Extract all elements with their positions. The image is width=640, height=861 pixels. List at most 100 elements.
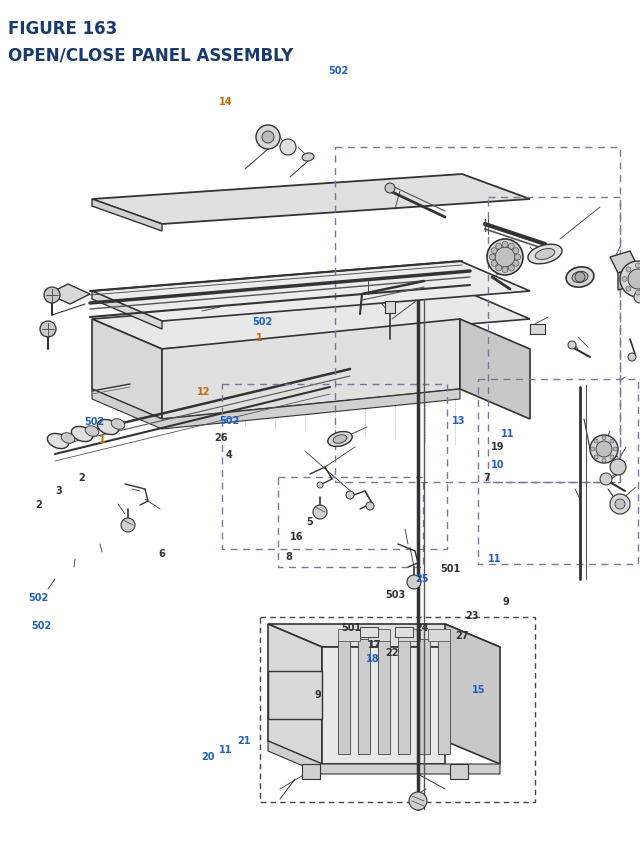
- Circle shape: [491, 261, 497, 267]
- Polygon shape: [445, 624, 500, 764]
- Text: 501: 501: [341, 622, 362, 632]
- Bar: [385, 301, 395, 313]
- Bar: [398, 629, 420, 641]
- Circle shape: [280, 139, 296, 156]
- Text: 3: 3: [56, 486, 62, 496]
- Polygon shape: [460, 319, 530, 419]
- Circle shape: [502, 267, 508, 273]
- Ellipse shape: [566, 268, 594, 288]
- Circle shape: [591, 448, 595, 451]
- Circle shape: [515, 255, 520, 261]
- Ellipse shape: [97, 420, 118, 435]
- Text: 23: 23: [465, 610, 479, 621]
- Polygon shape: [92, 292, 162, 330]
- Circle shape: [513, 261, 519, 267]
- Text: 22: 22: [385, 647, 399, 657]
- Circle shape: [610, 455, 614, 460]
- Circle shape: [487, 239, 523, 276]
- Circle shape: [634, 292, 640, 304]
- Circle shape: [622, 277, 627, 282]
- Bar: [378, 639, 390, 754]
- Text: 502: 502: [328, 65, 348, 76]
- Polygon shape: [618, 268, 638, 291]
- Circle shape: [508, 244, 515, 250]
- Bar: [530, 325, 545, 335]
- Circle shape: [600, 474, 612, 486]
- Circle shape: [491, 249, 497, 254]
- Circle shape: [40, 322, 56, 338]
- Circle shape: [496, 244, 502, 250]
- Circle shape: [262, 132, 274, 144]
- Ellipse shape: [47, 434, 68, 449]
- Ellipse shape: [302, 154, 314, 162]
- Text: FIGURE 163: FIGURE 163: [8, 20, 117, 38]
- Bar: [302, 764, 320, 779]
- Ellipse shape: [85, 426, 99, 437]
- Circle shape: [496, 265, 502, 271]
- Text: 502: 502: [28, 592, 49, 603]
- Circle shape: [594, 455, 598, 460]
- Circle shape: [610, 494, 630, 514]
- Bar: [428, 629, 450, 641]
- Text: 502: 502: [219, 415, 239, 425]
- Text: 501: 501: [440, 563, 460, 573]
- Circle shape: [626, 268, 631, 273]
- Text: 13: 13: [451, 415, 465, 425]
- Text: 24: 24: [415, 622, 429, 632]
- Polygon shape: [48, 285, 90, 305]
- Text: 8: 8: [286, 551, 292, 561]
- Bar: [438, 639, 450, 754]
- Circle shape: [346, 492, 354, 499]
- Bar: [450, 764, 468, 779]
- Polygon shape: [92, 389, 460, 430]
- Circle shape: [490, 255, 495, 261]
- Polygon shape: [268, 624, 500, 647]
- Circle shape: [575, 273, 585, 282]
- Text: 502: 502: [252, 317, 273, 327]
- Bar: [398, 639, 410, 754]
- Text: 10: 10: [491, 460, 505, 470]
- Text: 15: 15: [472, 684, 486, 694]
- Bar: [338, 629, 360, 641]
- Polygon shape: [92, 289, 530, 350]
- Text: 12: 12: [196, 387, 211, 397]
- Circle shape: [590, 436, 618, 463]
- Text: 502: 502: [31, 620, 52, 630]
- Circle shape: [121, 518, 135, 532]
- Text: 16: 16: [289, 531, 303, 542]
- Circle shape: [495, 248, 515, 268]
- Circle shape: [610, 460, 626, 475]
- Text: 11: 11: [218, 744, 232, 754]
- Ellipse shape: [528, 245, 562, 264]
- Text: 14: 14: [218, 96, 232, 107]
- Polygon shape: [268, 741, 500, 774]
- Polygon shape: [322, 647, 445, 764]
- Circle shape: [385, 183, 395, 194]
- Circle shape: [256, 126, 280, 150]
- Text: 11: 11: [500, 428, 515, 438]
- Polygon shape: [610, 251, 638, 274]
- Text: 21: 21: [237, 735, 252, 746]
- Ellipse shape: [111, 419, 125, 430]
- Circle shape: [596, 442, 612, 457]
- Text: 5: 5: [307, 517, 313, 527]
- Text: 502: 502: [84, 417, 105, 427]
- Circle shape: [636, 291, 640, 295]
- Text: 27: 27: [455, 630, 469, 641]
- Circle shape: [366, 503, 374, 511]
- Circle shape: [628, 354, 636, 362]
- Text: 2: 2: [35, 499, 42, 510]
- Ellipse shape: [535, 249, 555, 260]
- Text: 17: 17: [367, 639, 381, 649]
- Polygon shape: [162, 319, 460, 419]
- Text: 25: 25: [415, 573, 429, 584]
- Text: 1: 1: [256, 332, 262, 343]
- Text: 1: 1: [99, 434, 106, 444]
- Text: 26: 26: [214, 432, 228, 443]
- Circle shape: [313, 505, 327, 519]
- Text: 9: 9: [502, 596, 509, 606]
- Text: 9: 9: [315, 689, 321, 699]
- Bar: [395, 628, 413, 637]
- Circle shape: [44, 288, 60, 304]
- Text: 503: 503: [385, 589, 406, 599]
